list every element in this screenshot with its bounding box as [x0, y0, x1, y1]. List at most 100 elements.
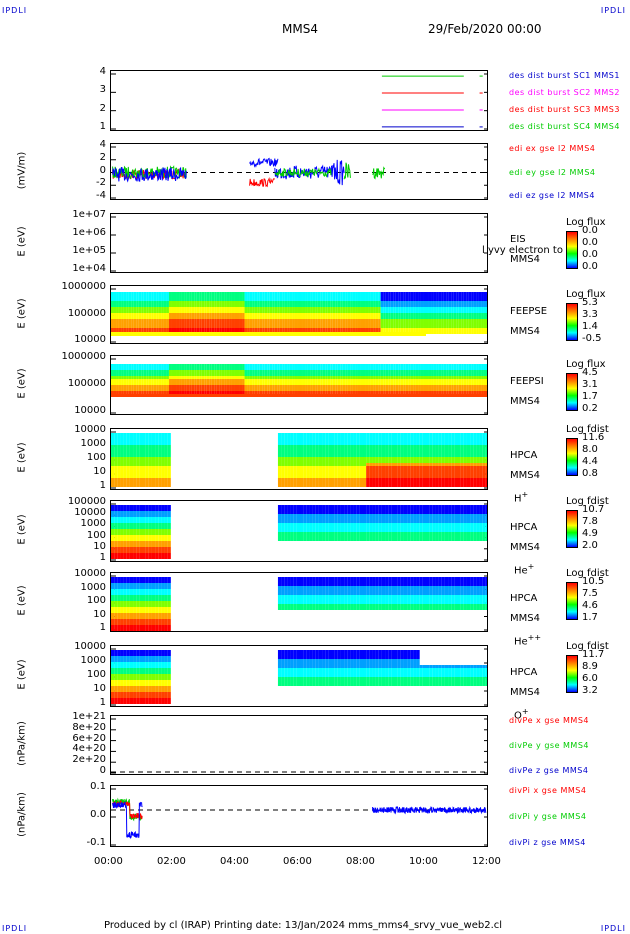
heatmap-cell [272, 301, 275, 304]
heatmap-cell [478, 373, 482, 376]
heatmap-cell [378, 475, 382, 478]
heatmap-cell [363, 451, 367, 454]
heatmap-cell [293, 451, 297, 454]
heatmap-cell [436, 388, 439, 391]
heatmap-cell [347, 373, 351, 376]
heatmap-cell [155, 445, 159, 448]
heatmap-cell [322, 292, 326, 295]
heatmap-cell [141, 313, 144, 316]
heatmap-cell [443, 388, 447, 391]
heatmap-cell [352, 301, 356, 304]
heatmap-cell [378, 481, 382, 484]
heatmap-cell [385, 370, 389, 373]
heatmap-cell [322, 298, 326, 301]
heatmap-cell [211, 325, 215, 328]
heatmap-cell [153, 379, 157, 382]
heatmap-cell [136, 466, 140, 469]
heatmap-cell [151, 454, 156, 457]
heatmap-cell [221, 313, 225, 316]
heatmap-cell [126, 370, 129, 373]
heatmap-cell [297, 388, 300, 391]
heatmap-cell [381, 433, 386, 436]
heatmap-cell [380, 304, 384, 307]
heatmap-cell [142, 433, 146, 436]
heatmap-cell [403, 370, 406, 373]
heatmap-cell [410, 478, 414, 481]
heatmap-cell [345, 328, 348, 331]
heatmap-cell [463, 292, 467, 295]
heatmap-cell [259, 367, 263, 370]
heatmap-cell [353, 484, 357, 487]
heatmap-cell [446, 388, 449, 391]
heatmap-cell [252, 376, 255, 379]
heatmap-cell [328, 469, 332, 472]
heatmap-cell [458, 388, 462, 391]
heatmap-cell [249, 307, 253, 310]
heatmap-cell [300, 319, 303, 322]
heatmap-cell [138, 316, 142, 319]
heatmap-cell [277, 319, 280, 322]
heatmap-cell [312, 310, 316, 313]
heatmap-cell [161, 469, 165, 472]
heatmap-cell [123, 475, 127, 478]
heatmap-cell [375, 466, 379, 469]
heatmap-cell [158, 451, 162, 454]
heatmap-cell [344, 457, 348, 460]
heatmap-cell [395, 364, 399, 367]
heatmap-cell [282, 325, 285, 328]
heatmap-cell [142, 469, 146, 472]
heatmap-cell [375, 391, 379, 394]
heatmap-cell [161, 382, 164, 385]
heatmap-cell [284, 313, 288, 316]
heatmap-cell [151, 466, 156, 469]
heatmap-cell [158, 364, 162, 367]
heatmap-cell [463, 316, 467, 319]
heatmap-cell [267, 388, 270, 391]
heatmap-cell [204, 388, 207, 391]
heatmap-cell [128, 373, 132, 376]
heatmap-cell [191, 292, 195, 295]
heatmap-cell [375, 301, 379, 304]
heatmap-cell [305, 367, 308, 370]
heatmap-cell [284, 295, 288, 298]
heatmap-cell [436, 316, 439, 319]
heatmap-cell [113, 370, 117, 373]
heatmap-cell [388, 319, 391, 322]
heatmap-cell [393, 385, 396, 388]
heatmap-cell [405, 301, 409, 304]
heatmap-cell [357, 301, 361, 304]
heatmap-cell [461, 322, 464, 325]
heatmap-cell [405, 376, 409, 379]
y-tick-label: 1000000 [61, 281, 106, 292]
heatmap-cell [252, 370, 255, 373]
heatmap-cell [327, 316, 331, 319]
heatmap-cell [111, 448, 115, 451]
heatmap-cell [284, 367, 288, 370]
heatmap-cell [167, 454, 171, 457]
heatmap-cell [363, 313, 366, 316]
heatmap-cell [171, 367, 174, 370]
heatmap-cell [282, 391, 285, 394]
heatmap-cell [226, 373, 230, 376]
heatmap-cell [458, 292, 462, 295]
heatmap-cell [118, 307, 122, 310]
heatmap-cell [426, 460, 430, 463]
heatmap-cell [365, 382, 369, 385]
heatmap-cell [388, 439, 392, 442]
heatmap-cell [294, 295, 298, 298]
heatmap-cell [436, 313, 439, 316]
heatmap-cell [400, 379, 404, 382]
heatmap-cell [335, 376, 338, 379]
heatmap-cell [189, 385, 192, 388]
heatmap-cell [428, 304, 432, 307]
y-tick-label: 10000 [74, 405, 106, 416]
heatmap-cell [438, 442, 442, 445]
heatmap-cell [269, 298, 273, 301]
heatmap-cell [400, 388, 404, 391]
heatmap-cell [330, 373, 333, 376]
heatmap-cell [186, 373, 190, 376]
heatmap-cell [171, 373, 174, 376]
heatmap-cell [444, 457, 449, 460]
heatmap-cell [438, 385, 442, 388]
heatmap-cell [390, 370, 394, 373]
